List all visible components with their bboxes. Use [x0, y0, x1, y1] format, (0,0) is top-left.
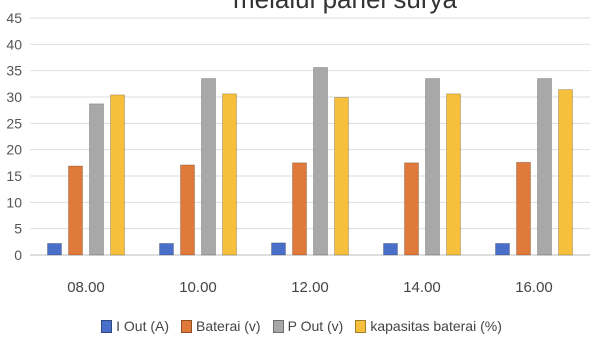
bars — [47, 67, 573, 256]
y-tick-label: 30 — [6, 89, 22, 105]
y-tick-label: 40 — [6, 36, 22, 52]
bar — [201, 78, 216, 256]
y-tick-label: 25 — [6, 115, 22, 131]
y-axis-ticks: 0 5 10 15 20 25 30 35 40 45 — [6, 10, 22, 263]
y-tick-label: 15 — [6, 168, 22, 184]
bar — [537, 78, 552, 256]
bar — [89, 103, 104, 256]
bar — [271, 242, 286, 256]
legend-item: Baterai (v) — [181, 318, 261, 334]
bar — [495, 243, 510, 256]
bar — [558, 89, 573, 256]
legend-item: kapasitas baterai (%) — [355, 318, 502, 334]
x-tick-label: 16.00 — [515, 279, 553, 296]
legend-label: Baterai (v) — [196, 318, 261, 334]
bar — [404, 162, 419, 256]
bar — [334, 97, 349, 256]
bar — [425, 78, 440, 256]
legend-swatch — [272, 319, 284, 333]
x-axis-ticks: 08.00 10.00 12.00 14.00 16.00 — [67, 279, 553, 296]
y-tick-label: 5 — [14, 221, 22, 237]
y-tick-label: 0 — [14, 247, 22, 263]
x-tick-label: 10.00 — [179, 279, 217, 296]
legend-label: P Out (v) — [287, 318, 344, 334]
chart-title: melalui panel surya — [233, 0, 458, 14]
bar — [313, 67, 328, 256]
legend-swatch — [355, 319, 367, 333]
bar — [110, 94, 125, 256]
y-tick-label: 20 — [6, 142, 22, 158]
x-tick-label: 14.00 — [403, 279, 441, 296]
legend-swatch — [181, 319, 193, 333]
legend-label: I Out (A) — [116, 318, 170, 334]
legend-item: I Out (A) — [101, 318, 169, 334]
bar — [292, 162, 307, 256]
legend-item: P Out (v) — [272, 318, 344, 334]
legend-swatch — [101, 319, 113, 333]
bar — [516, 161, 531, 256]
bar — [47, 243, 62, 256]
legend-label: kapasitas baterai (%) — [370, 318, 502, 334]
bar — [222, 93, 237, 256]
y-tick-label: 45 — [6, 10, 22, 26]
bar — [159, 243, 174, 256]
bar — [180, 164, 195, 256]
x-tick-label: 08.00 — [67, 279, 105, 296]
legend: I Out (A) Baterai (v) P Out (v) kapasitas b… — [0, 318, 603, 334]
y-tick-label: 10 — [6, 194, 22, 210]
x-tick-label: 12.00 — [291, 279, 329, 296]
bar — [446, 93, 461, 256]
bar — [68, 165, 83, 256]
bar — [383, 243, 398, 256]
y-tick-label: 35 — [6, 63, 22, 79]
